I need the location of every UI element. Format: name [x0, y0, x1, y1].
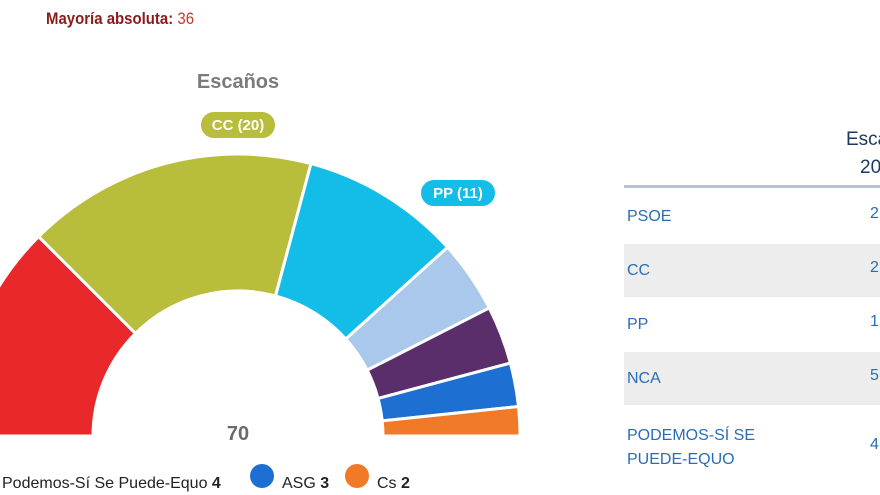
segment-cc [36, 152, 313, 336]
svg-text:Podemos-Sí Se Puede-Equo 4: Podemos-Sí Se Puede-Equo 4 [2, 475, 221, 492]
svg-text:PP (11): PP (11) [433, 185, 483, 202]
table-cell-party: PODEMOS-SÍ SE PUEDE-EQUO [627, 427, 756, 468]
legend-item: Podemos-Sí Se Puede-Equo 4 [2, 475, 221, 492]
chart-segments [0, 152, 522, 438]
segment-cs [380, 404, 522, 438]
legend-item: Cs 2 [345, 464, 410, 492]
svg-text:Cs 2: Cs 2 [377, 475, 410, 492]
table-cell-party: PSOE [627, 208, 672, 225]
label-cc: CC (20) [199, 110, 277, 140]
table-cell-seats: 1 [870, 313, 879, 330]
label-pp: PP (11) [419, 178, 497, 208]
table-header: Esca 20 [846, 126, 880, 182]
svg-text:CC (20): CC (20) [212, 117, 265, 134]
legend-item: ASG 3 [250, 464, 329, 492]
table-cell-party: NCA [627, 370, 661, 387]
chart-title: Escaños [197, 71, 279, 93]
table-header-line1: Esca [846, 129, 880, 150]
table-header-line2: 20 [860, 157, 880, 178]
table-cell-seats: 2 [870, 259, 879, 276]
chart-total: 70 [227, 423, 249, 445]
majority-label: Mayoría absoluta: 36 [46, 9, 194, 29]
table-row: PSOE 2 [624, 189, 880, 243]
chart-legend: Podemos-Sí Se Puede-Equo 4 ASG 3 Cs 2 [2, 464, 410, 492]
table-row: CC 2 [624, 243, 880, 297]
table-cell-party: PP [627, 316, 649, 333]
table-cell-seats: 4 [870, 436, 879, 453]
chart-labels: CC (20) PP (11) [199, 110, 497, 208]
table-cell-party: CC [627, 262, 651, 279]
table-cell-seats: 5 [870, 367, 879, 384]
table-cell-seats: 2 [870, 205, 879, 222]
svg-text:ASG 3: ASG 3 [282, 475, 329, 492]
table-row: PP 1 [624, 297, 880, 351]
table-row: PODEMOS-SÍ SE PUEDE-EQUO 4 [624, 407, 880, 491]
majority-value: 36 [177, 9, 195, 28]
majority-label-text: Mayoría absoluta: [46, 9, 174, 28]
table-row: NCA 5 [624, 351, 880, 405]
table-divider [624, 185, 880, 188]
